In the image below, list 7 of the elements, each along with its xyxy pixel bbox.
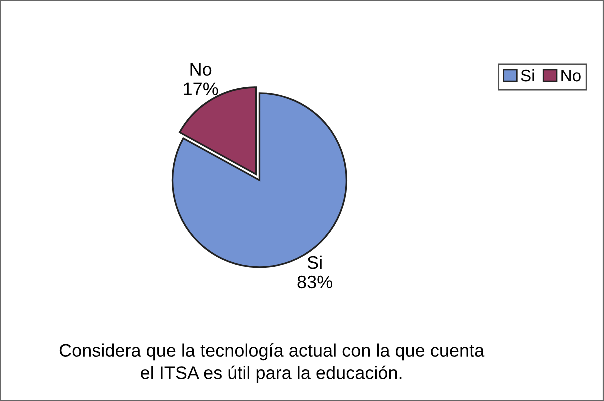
legend-label: Si (521, 69, 534, 82)
data-label: 83% (298, 276, 332, 289)
text: Considera que la tecnología actual con la que cuenta el ITSA es útil para la educación. (60, 344, 485, 383)
data-label: 17% (184, 82, 218, 96)
legend-label: No (562, 70, 581, 82)
slice-label: No (190, 63, 212, 76)
slice-label: Si (308, 256, 322, 270)
